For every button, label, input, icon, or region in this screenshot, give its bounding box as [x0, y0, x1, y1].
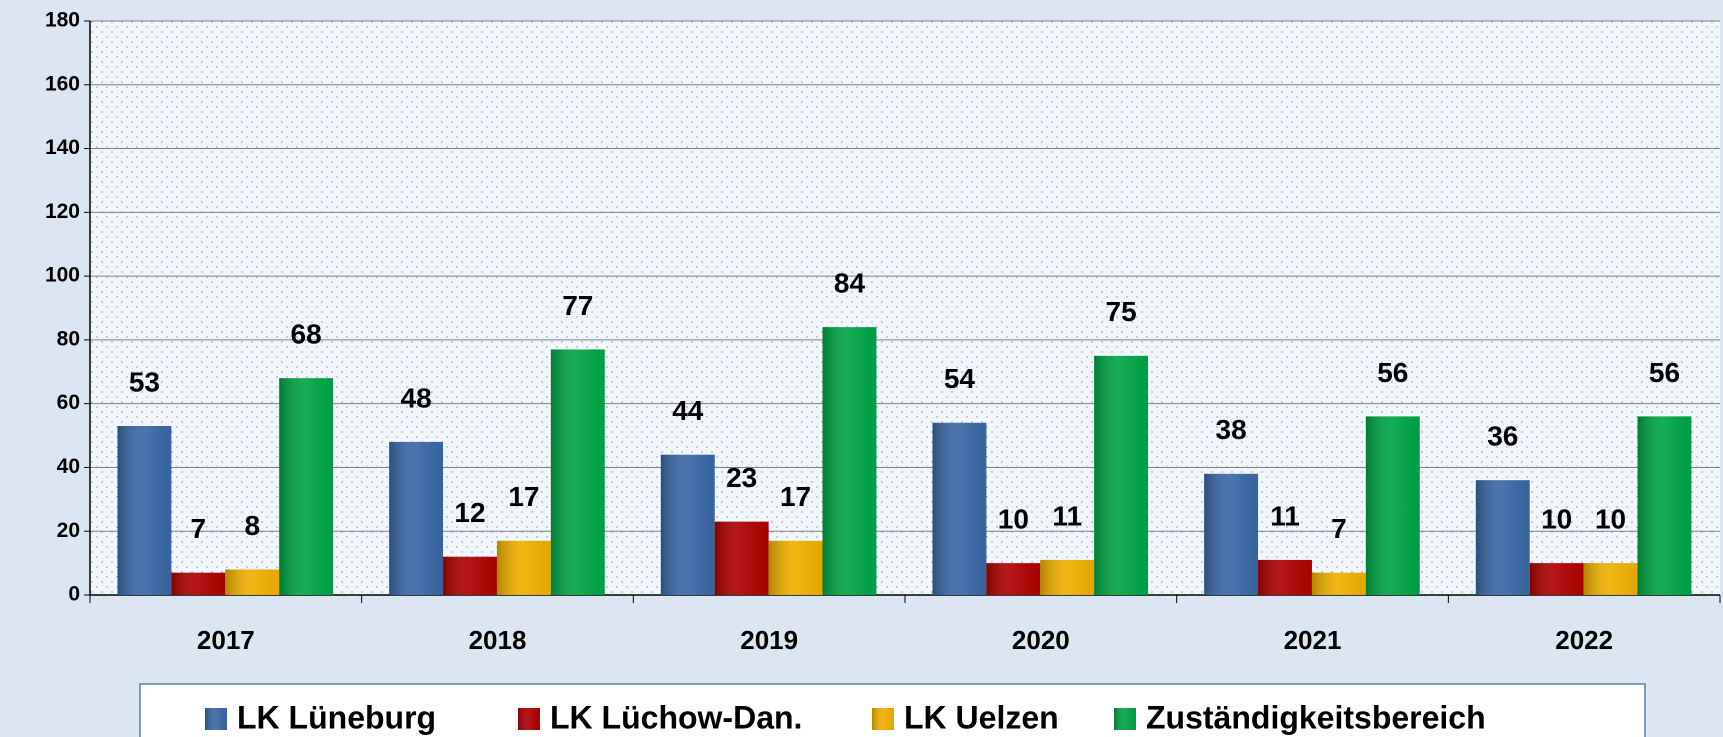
- y-tick-label: 120: [45, 200, 80, 223]
- data-label: 77: [562, 290, 593, 321]
- bar-shade: [389, 441, 444, 595]
- bar-shade: [443, 556, 497, 595]
- data-label: 54: [944, 363, 976, 394]
- bar-shade: [1475, 480, 1530, 595]
- data-label: 36: [1487, 421, 1518, 452]
- x-tick-label: 2021: [1284, 625, 1342, 655]
- plot-area: [90, 21, 1720, 595]
- data-label: 10: [1595, 504, 1626, 535]
- data-label: 10: [998, 504, 1029, 535]
- data-label: 8: [244, 510, 260, 541]
- bar-shade: [171, 572, 226, 595]
- y-tick-label: 140: [45, 136, 80, 159]
- bar-shade: [1529, 563, 1584, 595]
- legend-label: LK Lüneburg: [237, 699, 436, 735]
- data-label: 12: [454, 497, 485, 528]
- bar-shade: [496, 540, 551, 595]
- data-label: 68: [291, 319, 322, 350]
- legend-swatch-shade: [518, 708, 540, 730]
- bar-shade: [1204, 473, 1259, 595]
- bar-shade: [1311, 572, 1366, 595]
- legend-label: LK Uelzen: [904, 699, 1059, 735]
- y-tick-label: 100: [45, 264, 80, 287]
- y-tick-label: 80: [57, 327, 80, 350]
- data-label: 75: [1106, 296, 1137, 327]
- bar-shade: [225, 569, 280, 595]
- data-label: 7: [1331, 513, 1347, 544]
- bar-shade: [1040, 559, 1095, 595]
- x-tick-label: 2018: [469, 625, 527, 655]
- bar-shade: [1365, 416, 1420, 595]
- data-label: 11: [1270, 500, 1300, 531]
- data-label: 11: [1052, 500, 1082, 531]
- data-label: 44: [672, 395, 704, 426]
- data-label: 17: [508, 481, 539, 512]
- bar-shade: [1258, 559, 1312, 595]
- y-tick-label: 180: [45, 9, 80, 32]
- bar-shade: [932, 422, 987, 595]
- legend-label: LK Lüchow-Dan.: [550, 699, 802, 735]
- data-label: 56: [1649, 357, 1680, 388]
- data-label: 23: [726, 462, 757, 493]
- legend-swatch-shade: [872, 708, 894, 730]
- y-tick-label: 20: [57, 519, 80, 542]
- y-tick-label: 160: [45, 72, 80, 95]
- data-label: 38: [1216, 414, 1247, 445]
- data-label: 56: [1377, 357, 1408, 388]
- bar-shade: [768, 540, 823, 595]
- legend-swatch-shade: [205, 708, 227, 730]
- x-tick-label: 2020: [1012, 625, 1070, 655]
- y-tick-label: 60: [57, 391, 80, 414]
- y-tick-label: 0: [68, 583, 80, 606]
- data-label: 7: [191, 513, 207, 544]
- data-label: 10: [1541, 504, 1572, 535]
- bar-shade: [1583, 563, 1638, 595]
- x-tick-label: 2017: [197, 625, 255, 655]
- x-tick-label: 2022: [1555, 625, 1613, 655]
- bar-shade: [1094, 355, 1149, 595]
- legend-label: Zuständigkeitsbereich: [1146, 699, 1486, 735]
- bar-shade: [660, 454, 715, 595]
- data-label: 84: [834, 268, 866, 299]
- x-tick-label: 2019: [740, 625, 798, 655]
- legend-swatch-shade: [1114, 708, 1136, 730]
- bar-shade: [822, 327, 877, 595]
- bar-shade: [279, 378, 334, 595]
- bar-shade: [714, 521, 769, 595]
- bar-shade: [117, 425, 172, 595]
- data-label: 48: [401, 382, 432, 413]
- data-label: 53: [129, 366, 160, 397]
- bar-shade: [1637, 416, 1692, 595]
- bar-shade: [550, 349, 605, 595]
- y-tick-label: 40: [57, 455, 80, 478]
- data-label: 17: [780, 481, 811, 512]
- bar-shade: [986, 563, 1041, 595]
